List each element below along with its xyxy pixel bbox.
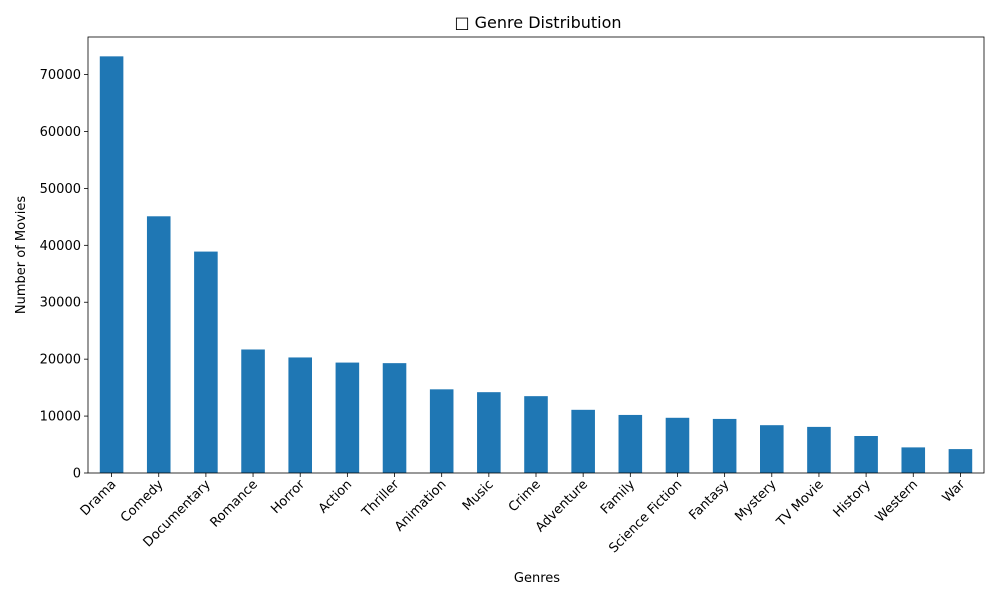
bar (665, 417, 690, 473)
bar (99, 56, 124, 474)
x-axis-label: Genres (514, 571, 560, 586)
x-tick-label: TV Movie (773, 477, 826, 530)
y-axis-label: Number of Movies (14, 196, 29, 314)
y-tick-label: 40000 (40, 239, 81, 254)
plot-frame (87, 36, 985, 474)
x-tick-label: Romance (208, 477, 261, 530)
x-tick-label: Music (460, 477, 497, 514)
bar (524, 396, 548, 473)
y-tick-label: 70000 (40, 68, 81, 83)
x-tick-label: Family (598, 477, 638, 517)
x-tick-label: Western (873, 477, 921, 525)
x-tick-label: War (940, 477, 969, 506)
y-tick-label: 30000 (40, 296, 81, 311)
x-tick-label: Comedy (118, 477, 167, 526)
bar (807, 426, 831, 473)
x-tick-label: History (831, 477, 875, 521)
x-tick-label: Horror (268, 477, 308, 517)
bar (948, 449, 973, 473)
bar (901, 447, 926, 473)
x-tick-label: Crime (506, 477, 544, 515)
bar (571, 409, 595, 473)
bar (477, 392, 501, 473)
plot-area: 0 10000 20000 30000 40000 50000 60000 70000 Dram… (40, 36, 985, 556)
x-tick-label: Fantasy (686, 477, 732, 523)
y-tick-label: 0 (73, 467, 81, 482)
x-tick-label: Mystery (732, 477, 779, 524)
bar (241, 349, 265, 473)
bar (146, 216, 171, 473)
y-tick-label: 20000 (40, 353, 81, 368)
x-tick-label: Drama (78, 477, 120, 519)
y-tick-label: 50000 (40, 182, 81, 197)
bar (194, 251, 218, 473)
bar (335, 362, 360, 473)
bar (854, 436, 878, 473)
bar (382, 363, 407, 473)
x-tick-label: Thriller (359, 477, 403, 521)
x-tick-label: Animation (392, 477, 449, 534)
chart-title: □ Genre Distribution (454, 13, 621, 32)
bar (712, 418, 737, 473)
bar (760, 425, 784, 473)
bar (429, 389, 454, 473)
y-tick-label: 10000 (40, 410, 81, 425)
bar (288, 357, 312, 473)
x-tick-label: Action (316, 477, 355, 516)
y-tick-label: 60000 (40, 125, 81, 140)
bar (618, 414, 643, 473)
